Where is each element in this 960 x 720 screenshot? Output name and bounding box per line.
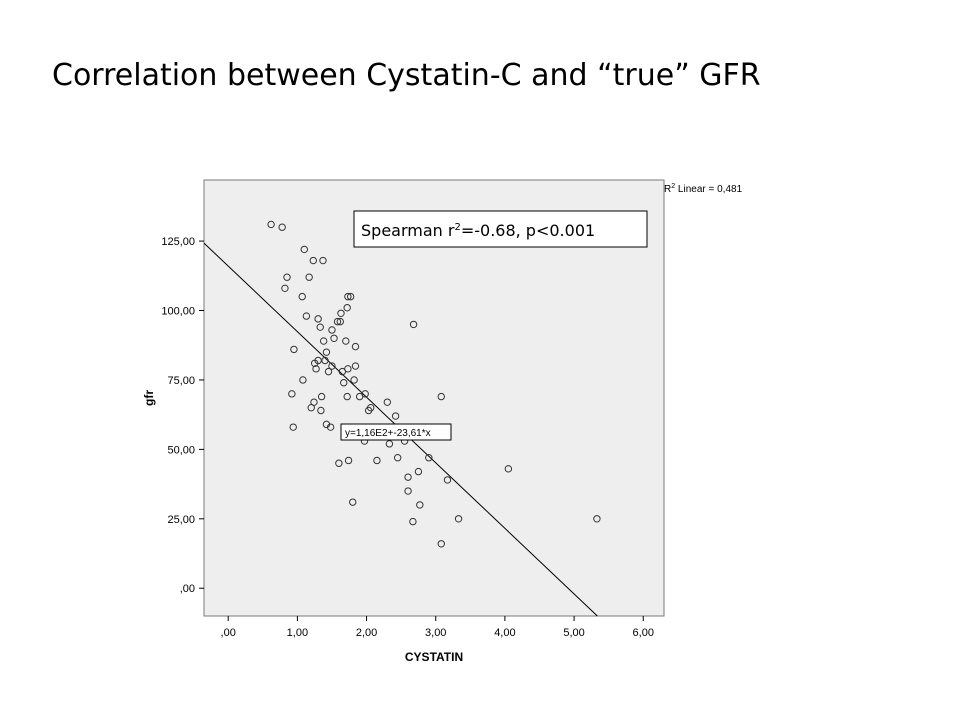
r2-linear-label: R2 Linear = 0,481 — [664, 183, 743, 195]
data-point — [324, 367, 333, 376]
spearman-box: Spearman r2=-0.68, p<0.001 — [353, 210, 648, 248]
data-point — [454, 515, 463, 523]
y-tick-label: 75,00 — [167, 375, 195, 387]
data-point — [310, 359, 319, 367]
x-tick-label: 3,00 — [425, 627, 446, 639]
data-point — [319, 256, 327, 265]
data-point — [385, 440, 394, 448]
data-point — [416, 501, 424, 509]
data-point — [335, 459, 343, 467]
data-point — [336, 317, 344, 326]
y-tick-label: 125,00 — [161, 236, 195, 248]
data-point — [317, 406, 325, 415]
data-point — [443, 476, 452, 484]
data-point — [355, 392, 364, 401]
data-point — [309, 256, 317, 265]
data-point — [350, 376, 358, 384]
data-point — [437, 392, 445, 401]
data-point — [316, 323, 324, 331]
x-tick-label: 5,00 — [563, 627, 584, 639]
data-point — [409, 320, 418, 329]
spearman-prefix: Spearman r — [361, 221, 455, 240]
data-point — [302, 312, 311, 320]
data-point — [351, 362, 360, 370]
x-tick-label: 2,00 — [356, 627, 377, 639]
y-axis-label: gfr — [142, 390, 156, 406]
data-point — [593, 515, 601, 523]
data-point — [278, 223, 286, 231]
data-point — [281, 284, 289, 293]
plot-area — [203, 179, 665, 617]
data-point — [288, 390, 296, 398]
data-point — [425, 454, 433, 462]
data-point — [330, 334, 338, 342]
data-point — [393, 454, 402, 462]
data-point — [337, 309, 345, 317]
spearman-suffix: =-0.68, p<0.001 — [461, 221, 595, 240]
x-axis-label: CYSTATIN — [405, 650, 463, 664]
data-point — [404, 473, 412, 481]
data-point — [343, 304, 351, 312]
data-point — [326, 423, 335, 431]
data-point — [314, 315, 322, 323]
data-point — [328, 326, 336, 334]
data-point — [305, 273, 313, 281]
y-tick-label: 50,00 — [167, 444, 195, 456]
data-point — [333, 317, 342, 326]
data-point — [364, 406, 373, 415]
y-tick-label: 100,00 — [161, 306, 195, 318]
data-point — [504, 465, 513, 473]
data-point — [409, 517, 417, 526]
data-point — [342, 337, 350, 345]
data-point — [312, 365, 320, 373]
data-point — [298, 292, 306, 301]
fit-line-equation: y=1,16E2+-23,61*x — [345, 428, 431, 439]
x-tick-label: ,00 — [221, 627, 236, 639]
data-point — [340, 379, 348, 387]
x-tick-label: 4,00 — [494, 627, 515, 639]
data-point — [344, 456, 353, 465]
data-point — [321, 356, 329, 365]
axes: ,00 1,00 2,00 3,00 4,00 5,00 6,00 ,00 25,00 50,00… — [161, 236, 654, 639]
equation-box: y=1,16E2+-23,61*x — [340, 423, 452, 441]
data-point — [322, 348, 331, 356]
data-point — [267, 220, 275, 229]
data-point — [317, 392, 326, 401]
data-point — [344, 365, 352, 373]
slide-title: Correlation between Cystatin-C and “true… — [52, 58, 761, 93]
x-tick-label: 1,00 — [287, 627, 308, 639]
points-layer — [267, 220, 601, 548]
data-point — [346, 292, 355, 301]
data-point — [349, 498, 357, 506]
data-point — [344, 292, 352, 301]
data-point — [307, 404, 315, 412]
data-point — [351, 342, 360, 351]
data-point — [328, 362, 336, 370]
data-point — [383, 398, 392, 406]
data-point — [299, 376, 307, 384]
spearman-sup: 2 — [454, 222, 460, 233]
data-point — [404, 487, 412, 495]
data-point — [283, 273, 291, 281]
data-point — [391, 412, 400, 420]
data-point — [414, 467, 423, 476]
data-point — [289, 423, 297, 431]
data-point — [300, 245, 309, 254]
x-tick-label: 6,00 — [633, 627, 654, 639]
data-point — [290, 345, 298, 354]
data-point — [437, 540, 445, 548]
y-tick-label: ,00 — [180, 583, 195, 595]
r2-label-prefix: R — [664, 184, 671, 195]
spearman-stat: Spearman r2=-0.68, p<0.001 — [361, 221, 595, 240]
r2-label-suffix: Linear = 0,481 — [675, 184, 742, 195]
y-tick-label: 25,00 — [167, 514, 195, 526]
r2-label-sup: 2 — [671, 183, 675, 190]
data-point — [343, 392, 351, 401]
data-point — [319, 337, 328, 345]
data-point — [373, 456, 381, 465]
